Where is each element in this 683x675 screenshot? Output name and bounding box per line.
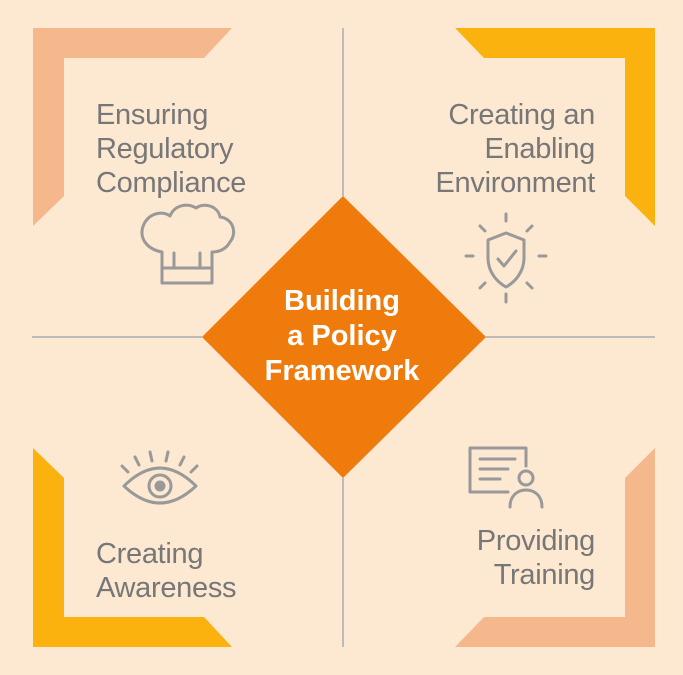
bracket-top-left [33, 28, 232, 226]
quadrant-top-left-label: Ensuring Regulatory Compliance [96, 98, 246, 200]
eye-icon [120, 450, 199, 505]
bracket-top-right [455, 28, 655, 226]
quadrant-bottom-right-label: Providing Training [476, 524, 596, 592]
trainer-document-icon [468, 446, 544, 509]
label-line: Compliance [96, 167, 247, 199]
label-line: Environment [435, 167, 596, 199]
label-line: Awareness [96, 572, 237, 604]
center-diamond [202, 196, 486, 478]
label-line: Creating [96, 538, 204, 570]
label-line: Providing [476, 525, 596, 557]
label-line: Regulatory [96, 133, 234, 165]
label-line: Creating an [448, 99, 595, 131]
shield-check-icon [464, 212, 548, 304]
chef-hat-icon [140, 203, 236, 285]
bracket-bottom-right [455, 448, 655, 647]
quadrant-top-right-label: Creating an Enabling Environment [436, 98, 596, 200]
center-title-line: Building [284, 285, 400, 317]
center-title-line: Framework [264, 355, 420, 387]
center-title: Building a Policy Framework [222, 284, 462, 389]
label-line: Ensuring [96, 99, 209, 131]
label-line: Enabling [484, 133, 596, 165]
bracket-bottom-left [33, 448, 232, 647]
quadrant-bottom-left-label: Creating Awareness [96, 537, 237, 605]
center-title-line: a Policy [287, 320, 397, 352]
label-line: Training [493, 559, 596, 591]
